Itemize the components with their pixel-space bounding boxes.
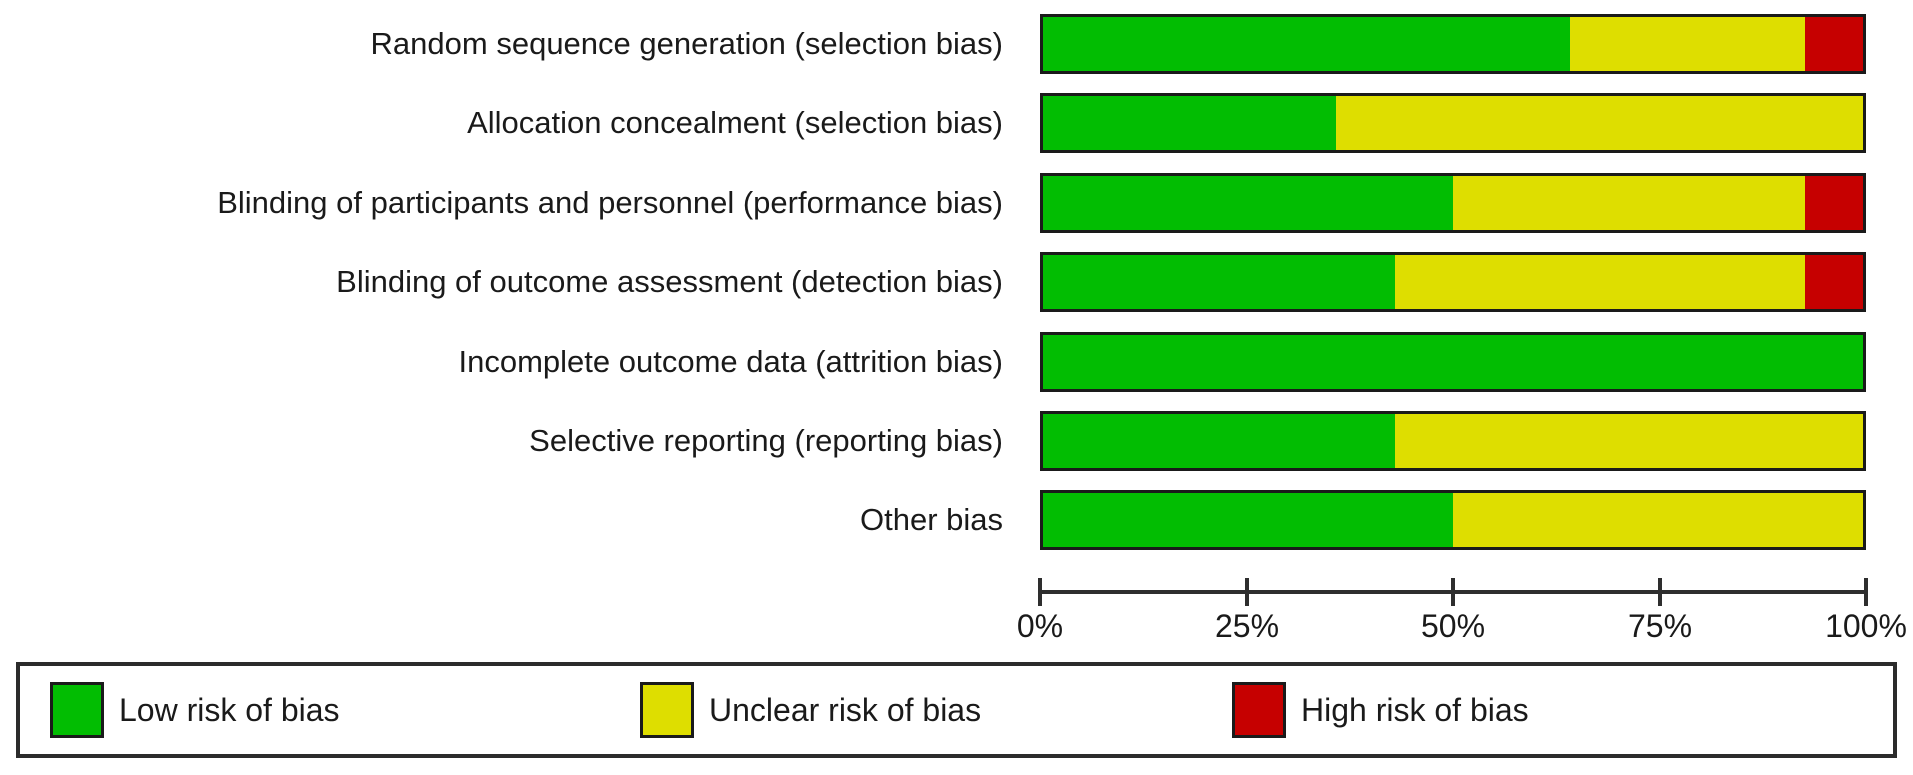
bar-segment [1570,17,1805,71]
bar-segment [1394,414,1863,468]
axis-tick [1658,578,1662,606]
chart-row: Other bias [0,490,1913,550]
chart-row: Blinding of participants and personnel (… [0,173,1913,233]
legend-label: Low risk of bias [119,691,340,728]
category-label: Random sequence generation (selection bi… [370,26,1003,61]
category-label: Other bias [859,502,1003,537]
axis-tick-label: 25% [1214,608,1280,644]
bar-segment [1453,176,1805,230]
high-risk-swatch-icon [1232,682,1286,738]
bar-segment [1804,255,1863,309]
bar-segment [1335,96,1863,150]
axis-tick-label: 0% [1016,608,1064,644]
bar-segment [1043,17,1571,71]
axis-tick [1451,578,1455,606]
stacked-bar [1040,14,1866,74]
bar-segment [1453,493,1863,547]
legend-item-high-risk: High risk of bias [1232,682,1529,738]
legend-label: High risk of bias [1301,691,1529,728]
bar-segment [1043,414,1395,468]
unclear-risk-swatch-icon [640,682,694,738]
chart-row: Incomplete outcome data (attrition bias) [0,332,1913,392]
chart-row: Selective reporting (reporting bias) [0,411,1913,471]
stacked-bar [1040,93,1866,153]
legend-item-low-risk: Low risk of bias [50,682,340,738]
stacked-bar [1040,490,1866,550]
legend-item-unclear-risk: Unclear risk of bias [640,682,981,738]
stacked-bar [1040,411,1866,471]
bar-segment [1043,493,1453,547]
chart-row: Allocation concealment (selection bias) [0,93,1913,153]
low-risk-swatch-icon [50,682,104,738]
stacked-bar [1040,173,1866,233]
chart-row: Blinding of outcome assessment (detectio… [0,252,1913,312]
stacked-bar [1040,332,1866,392]
axis-tick-label: 75% [1627,608,1693,644]
bar-segment [1804,17,1863,71]
bar-segment [1043,255,1395,309]
bar-segment [1804,176,1863,230]
category-label: Blinding of outcome assessment (detectio… [336,264,1003,299]
category-label: Allocation concealment (selection bias) [467,105,1003,140]
legend: Low risk of bias Unclear risk of bias Hi… [16,662,1897,758]
category-label: Selective reporting (reporting bias) [529,423,1003,458]
axis-tick-label: 100% [1825,608,1907,644]
category-label: Blinding of participants and personnel (… [217,185,1003,220]
axis-tick-label: 50% [1420,608,1486,644]
axis-tick [1038,578,1042,606]
axis-tick [1864,578,1868,606]
chart-row: Random sequence generation (selection bi… [0,14,1913,74]
bar-segment [1043,335,1863,389]
bar-segment [1394,255,1805,309]
bar-segment [1043,176,1453,230]
category-label: Incomplete outcome data (attrition bias) [458,344,1004,379]
axis-tick [1245,578,1249,606]
legend-label: Unclear risk of bias [709,691,982,728]
bar-segment [1043,96,1336,150]
stacked-bar [1040,252,1866,312]
